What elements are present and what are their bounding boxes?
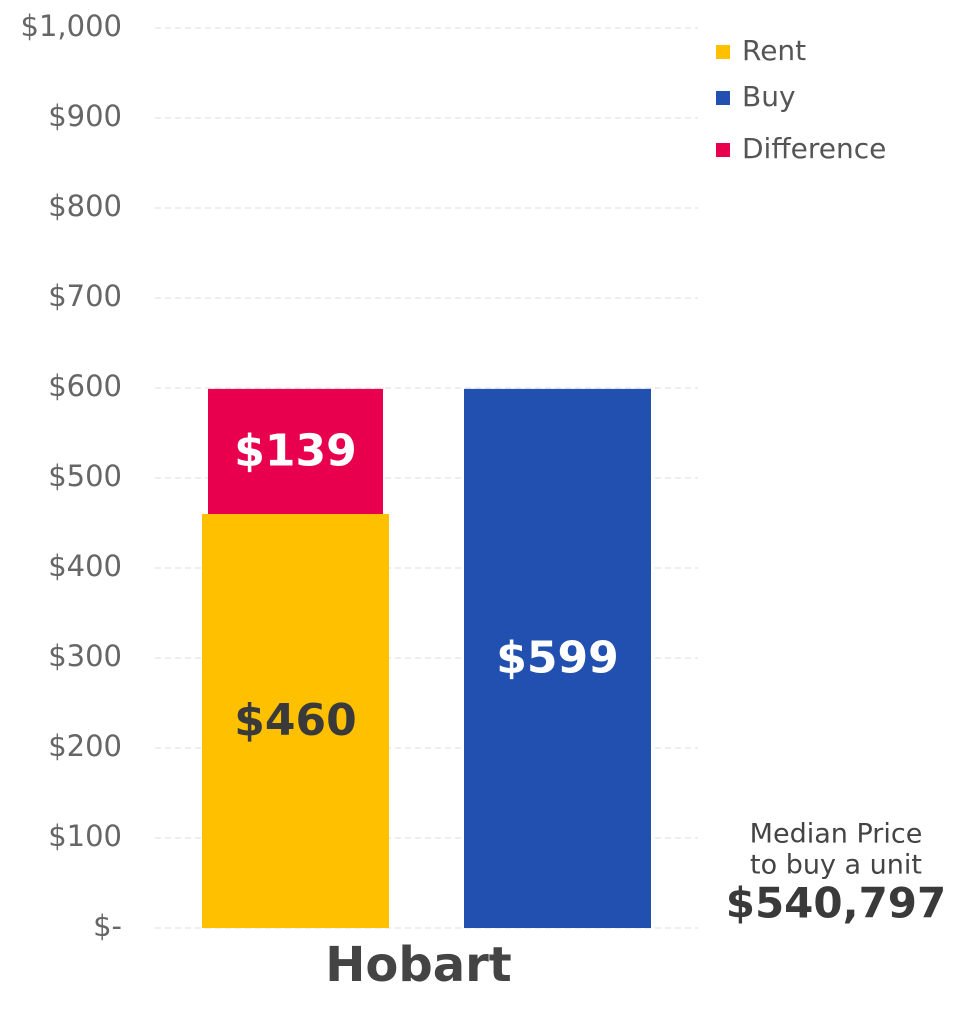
y-tick-label: $1,000 [21,9,122,43]
bar [202,514,389,928]
y-tick-label: $100 [48,819,122,853]
value-label: $460 [234,695,356,746]
y-tick-label: $600 [48,369,122,403]
x-tick-label: Hobart [325,937,512,993]
value-label: $139 [234,425,356,476]
legend-swatch [716,45,730,59]
y-tick-label: $700 [48,279,122,313]
annotation-line: to buy a unit [750,850,922,881]
y-tick-label: $400 [48,549,122,583]
y-tick-label: $500 [48,459,122,493]
y-tick-label: $300 [48,639,122,673]
legend-swatch [716,91,730,105]
annotation-line: Median Price [750,819,923,850]
legend-label: Difference [742,132,886,165]
legend-swatch [716,143,730,157]
y-tick-label: $- [93,909,122,943]
bar [208,388,383,514]
annotation-value: $540,797 [726,879,947,928]
value-label: $599 [496,632,618,683]
y-tick-label: $800 [48,189,122,223]
y-tick-label: $200 [48,729,122,763]
legend-label: Rent [742,34,806,67]
legend-label: Buy [742,80,796,113]
y-tick-label: $900 [48,99,122,133]
bar [464,388,651,928]
